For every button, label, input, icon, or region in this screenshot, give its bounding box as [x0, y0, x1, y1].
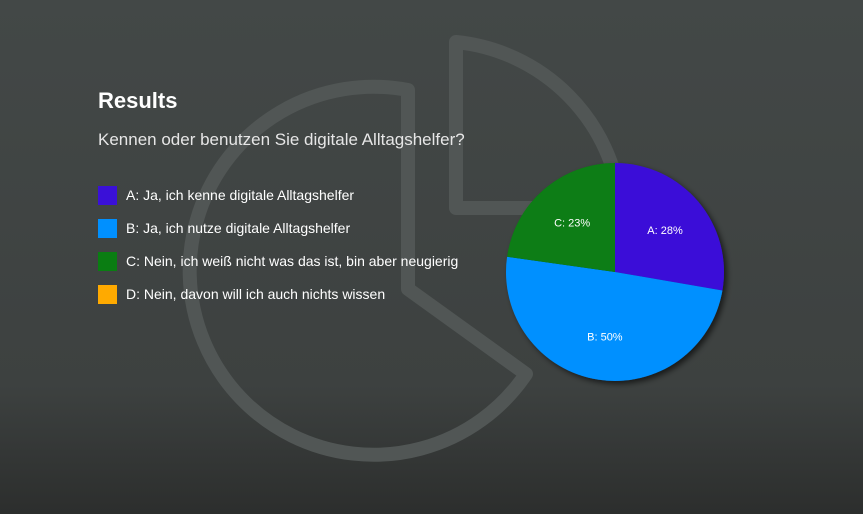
- pie-chart: A: 28% B: 50% C: 23%: [506, 163, 724, 381]
- pie-label-c: C: 23%: [554, 218, 590, 230]
- pie-label-a: A: 28%: [647, 225, 683, 237]
- pie-slice-a: [615, 163, 724, 291]
- legend-item-b: B: Ja, ich nutze digitale Alltagshelfer: [98, 218, 458, 238]
- legend-swatch-a: [98, 185, 117, 205]
- question-text: Kennen oder benutzen Sie digitale Alltag…: [98, 130, 465, 149]
- pie-slice-b: [506, 256, 723, 381]
- chart-legend: A: Ja, ich kenne digitale Alltagshelfer …: [98, 185, 458, 317]
- legend-item-a: A: Ja, ich kenne digitale Alltagshelfer: [98, 185, 458, 205]
- results-title: Results: [98, 88, 178, 113]
- pie-slice-c: [507, 163, 615, 272]
- legend-swatch-b: [98, 218, 117, 238]
- legend-item-d: D: Nein, davon will ich auch nichts wiss…: [98, 284, 458, 304]
- pie-label-b: B: 50%: [587, 332, 623, 344]
- legend-label-a: A: Ja, ich kenne digitale Alltagshelfer: [126, 187, 355, 203]
- legend-label-d: D: Nein, davon will ich auch nichts wiss…: [126, 286, 386, 302]
- legend-label-c: C: Nein, ich weiß nicht was das ist, bin…: [126, 253, 459, 269]
- legend-swatch-c: [98, 251, 117, 271]
- legend-item-c: C: Nein, ich weiß nicht was das ist, bin…: [98, 251, 458, 271]
- legend-label-b: B: Ja, ich nutze digitale Alltagshelfer: [126, 220, 351, 236]
- legend-swatch-d: [98, 284, 117, 304]
